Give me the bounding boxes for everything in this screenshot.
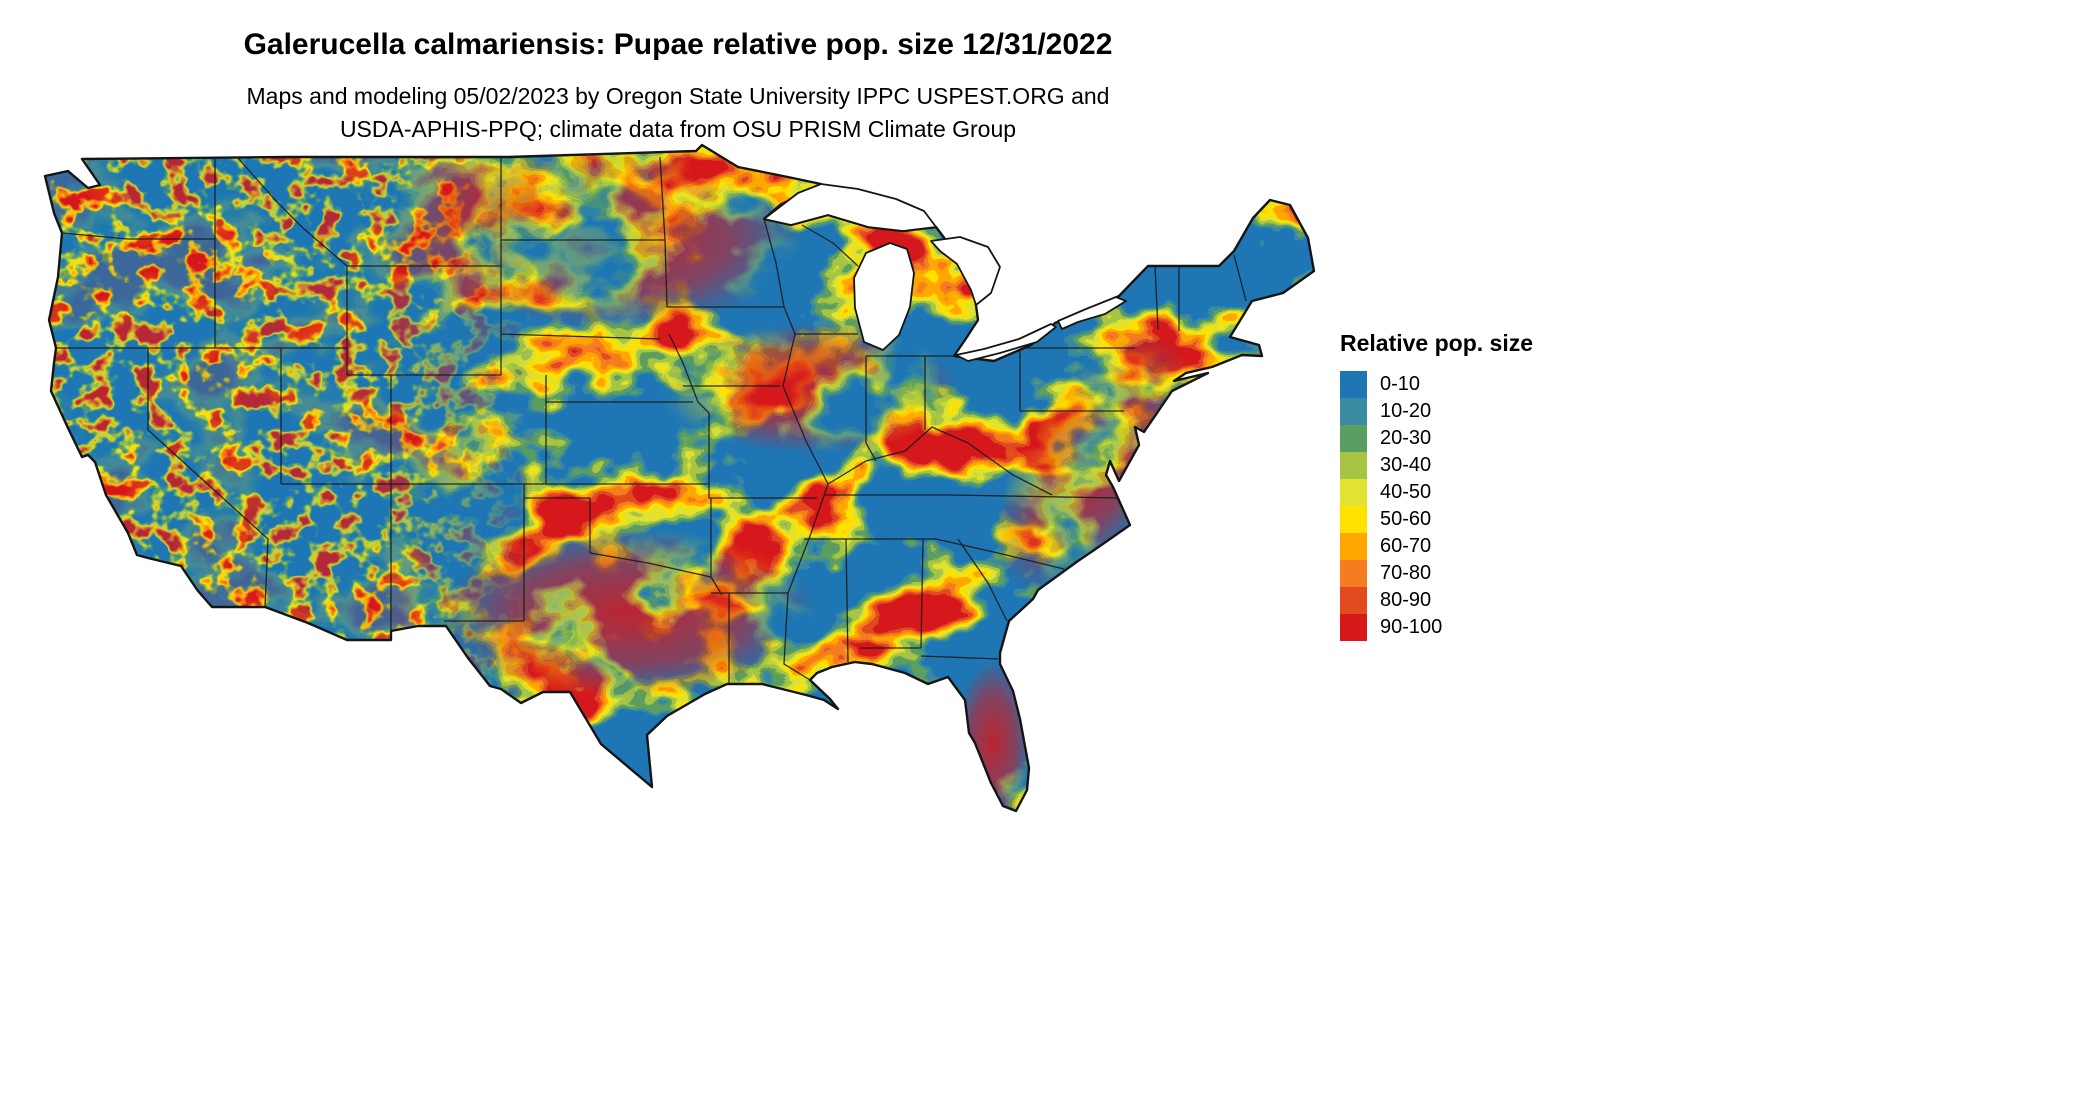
legend-swatch	[1340, 371, 1367, 398]
legend-swatch	[1340, 479, 1367, 506]
legend-label: 60-70	[1380, 535, 1432, 557]
us-map	[43, 143, 1316, 813]
legend-item: 80-90	[1340, 587, 1580, 614]
map-raster	[45, 145, 1314, 811]
legend-label: 90-100	[1380, 616, 1443, 638]
legend-swatch	[1340, 506, 1367, 533]
legend-swatch	[1340, 587, 1367, 614]
legend-items: 0-10 10-20 20-30 30-40 40-50 50-60 60-70 70-80 8…	[1340, 371, 1580, 641]
legend-item: 70-80	[1340, 560, 1580, 587]
legend-swatch	[1340, 425, 1367, 452]
legend-label: 10-20	[1380, 400, 1432, 422]
subtitle-line-2: USDA-APHIS-PPQ; climate data from OSU PR…	[339, 116, 1017, 143]
legend-swatch	[1340, 398, 1367, 425]
legend-swatch	[1340, 533, 1367, 560]
legend-item: 50-60	[1340, 506, 1580, 533]
legend-item: 10-20	[1340, 398, 1580, 425]
legend-item: 60-70	[1340, 533, 1580, 560]
legend-label: 40-50	[1380, 481, 1432, 503]
map-container	[38, 142, 1318, 854]
legend-item: 20-30	[1340, 425, 1580, 452]
legend-item: 0-10	[1340, 371, 1580, 398]
legend-item: 40-50	[1340, 479, 1580, 506]
header: Galerucella calmariensis: Pupae relative…	[0, 28, 1356, 147]
legend: Relative pop. size 0-10 10-20 20-30 30-40 40…	[1340, 330, 1580, 641]
legend-title: Relative pop. size	[1340, 330, 1534, 356]
legend-label: 30-40	[1380, 454, 1432, 476]
great-lakes	[763, 183, 1127, 362]
legend-swatch	[1340, 452, 1367, 479]
state-borders	[56, 156, 1247, 684]
raster-hotspots	[45, 145, 1314, 811]
legend-label: 70-80	[1380, 562, 1432, 584]
legend-label: 80-90	[1380, 589, 1432, 611]
legend-item: 90-100	[1340, 614, 1580, 641]
legend-swatch	[1340, 560, 1367, 587]
legend-label: 50-60	[1380, 508, 1432, 530]
map-subtitle: Maps and modeling 05/02/2023 by Oregon S…	[0, 80, 1356, 147]
legend-item: 30-40	[1340, 452, 1580, 479]
page-title: Galerucella calmariensis: Pupae relative…	[243, 28, 1113, 61]
legend-swatch	[1340, 614, 1367, 641]
legend-label: 0-10	[1380, 373, 1421, 395]
legend-label: 20-30	[1380, 427, 1432, 449]
subtitle-line-1: Maps and modeling 05/02/2023 by Oregon S…	[246, 83, 1110, 109]
